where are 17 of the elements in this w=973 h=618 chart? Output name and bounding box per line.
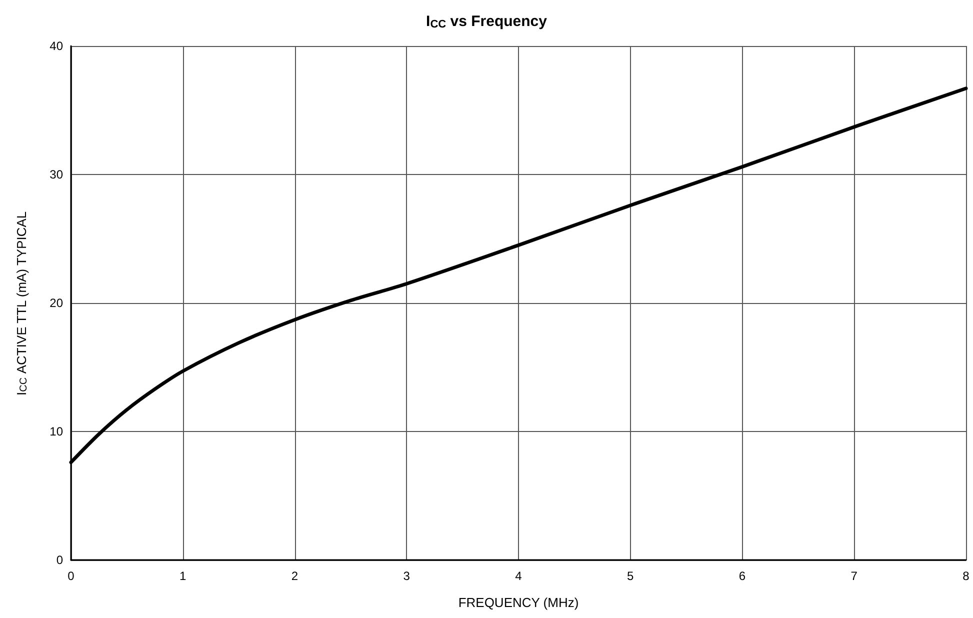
x-tick-label: 5 (627, 569, 634, 583)
y-tick-label: 10 (50, 424, 64, 438)
y-axis-title: ICC ACTIVE TTL (mA) TYPICAL (14, 211, 30, 396)
x-tick-label: 7 (850, 569, 858, 583)
x-tick-label: 3 (403, 569, 410, 583)
x-tick-label: 4 (515, 569, 522, 583)
y-tick-label: 30 (50, 168, 64, 182)
x-tick-label: 0 (68, 569, 75, 583)
y-tick-label: 40 (50, 39, 64, 53)
x-tick-label: 1 (180, 569, 187, 583)
y-tick-label: 20 (50, 296, 64, 310)
x-tick-label: 6 (738, 569, 746, 583)
x-tick-label: 8 (962, 569, 970, 583)
y-tick-label: 0 (56, 553, 64, 567)
x-tick-label: 2 (291, 569, 298, 583)
x-axis-title: FREQUENCY (MHz) (458, 595, 579, 610)
chart-title: ICC vs Frequency (426, 13, 548, 30)
